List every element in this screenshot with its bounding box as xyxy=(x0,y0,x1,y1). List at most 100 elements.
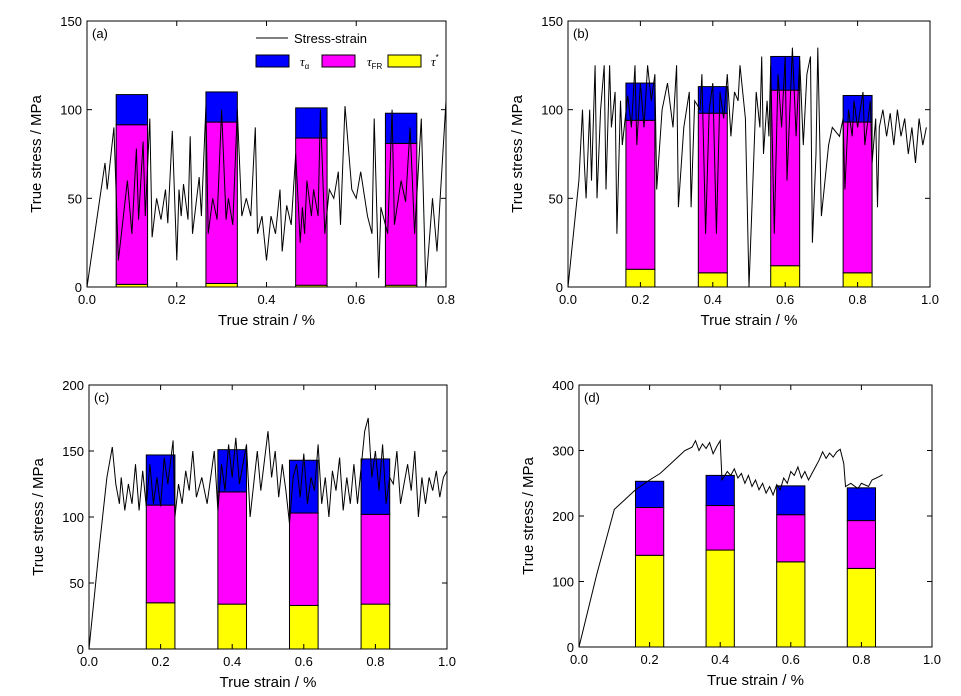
panel-label: (c) xyxy=(94,390,109,405)
x-tick-label: 0.0 xyxy=(78,292,96,307)
x-tick-label: 0.6 xyxy=(347,292,365,307)
x-axis-label: True strain / % xyxy=(707,672,804,689)
y-axis-label: True stress / MPa xyxy=(28,94,45,212)
y-tick-label: 100 xyxy=(552,575,574,590)
bar-tau-fr-2 xyxy=(217,491,248,605)
legend-swatch-tau-a xyxy=(255,54,290,68)
x-tick-label: 0.2 xyxy=(168,292,186,307)
y-tick-label: 0 xyxy=(75,280,82,295)
bar-tau-star-3 xyxy=(776,561,806,648)
bar-tau-star-4 xyxy=(360,603,391,650)
y-tick-label: 150 xyxy=(62,444,84,459)
panel-3: 0.0 0.2 0.4 0.6 0.8 1.0 0 50 100 150 200 True strai… xyxy=(30,378,456,691)
y-tick-label: 200 xyxy=(552,509,574,524)
x-axis-label: True strain / % xyxy=(220,674,317,691)
x-tick-label: 1.0 xyxy=(923,652,941,667)
bar-tau-star-2 xyxy=(705,549,735,648)
bar-tau-a-4 xyxy=(846,487,877,522)
y-tick-label: 0 xyxy=(556,280,563,295)
bar-tau-fr-3 xyxy=(288,512,319,606)
stress-strain-curve xyxy=(89,417,447,649)
x-tick-label: 0.8 xyxy=(852,652,870,667)
x-tick-label: 0.4 xyxy=(223,654,241,669)
bar-tau-star-2 xyxy=(205,282,238,288)
bar-tau-star-2 xyxy=(217,603,248,650)
y-axis-label: True stress / MPa xyxy=(520,456,537,574)
x-tick-label: 1.0 xyxy=(921,292,939,307)
x-tick-label: 0.6 xyxy=(295,654,313,669)
legend: Stress-strain τα τFR τ* xyxy=(255,31,439,71)
x-tick-label: 0.0 xyxy=(559,292,577,307)
x-tick-label: 0.8 xyxy=(437,292,455,307)
y-tick-label: 50 xyxy=(549,191,563,206)
legend-label-tau-fr: τFR xyxy=(367,54,383,71)
x-axis-label: True strain / % xyxy=(218,312,315,329)
legend-label-tau-a: τα xyxy=(300,54,310,71)
x-tick-label: 0.4 xyxy=(711,652,729,667)
x-tick-label: 1.0 xyxy=(438,654,456,669)
y-tick-label: 150 xyxy=(541,14,563,29)
legend-swatch-tau-fr xyxy=(321,54,356,68)
bar-tau-fr-2 xyxy=(705,505,735,551)
legend-swatch-tau-star xyxy=(387,54,422,68)
bar-tau-star-3 xyxy=(288,604,319,650)
x-tick-label: 0.0 xyxy=(80,654,98,669)
x-tick-label: 0.6 xyxy=(782,652,800,667)
y-tick-label: 200 xyxy=(62,378,84,393)
plot-frame xyxy=(578,384,933,648)
panel-1: 0.0 0.2 0.4 0.6 0.8 0 50 100 150 True strain / % T… xyxy=(28,14,455,329)
bar-tau-fr-2 xyxy=(205,121,238,284)
legend-line-label: Stress-strain xyxy=(294,31,367,46)
y-axis-label: True stress / MPa xyxy=(509,94,526,212)
x-tick-label: 0.8 xyxy=(849,292,867,307)
x-tick-label: 0.6 xyxy=(776,292,794,307)
panel-label: (d) xyxy=(584,390,600,405)
y-tick-label: 100 xyxy=(60,103,82,118)
y-tick-label: 400 xyxy=(552,378,574,393)
y-tick-label: 50 xyxy=(70,576,84,591)
bar-tau-star-1 xyxy=(145,602,176,650)
legend-label-tau-star: τ* xyxy=(431,53,439,69)
panel-label: (a) xyxy=(92,26,108,41)
bar-tau-star-1 xyxy=(634,554,665,648)
x-axis-label: True strain / % xyxy=(701,312,798,329)
panel-label: (b) xyxy=(573,26,589,41)
x-tick-label: 0.4 xyxy=(257,292,275,307)
panel-2: 0.0 0.2 0.4 0.6 0.8 1.0 0 50 100 150 True strain /… xyxy=(509,14,939,329)
x-tick-label: 0.0 xyxy=(570,652,588,667)
stress-strain-curve xyxy=(568,47,927,287)
bar-tau-a-4 xyxy=(384,112,418,144)
bar-tau-fr-1 xyxy=(145,504,176,604)
bar-tau-star-4 xyxy=(846,567,877,648)
y-tick-label: 150 xyxy=(60,14,82,29)
bar-tau-a-1 xyxy=(115,94,149,126)
stress-strain-curve xyxy=(87,100,446,287)
bar-tau-a-2 xyxy=(705,474,735,507)
y-tick-label: 0 xyxy=(77,642,84,657)
plot-frame xyxy=(567,20,931,288)
bar-tau-fr-1 xyxy=(634,506,665,556)
bar-tau-a-3 xyxy=(295,107,328,139)
bar-tau-a-1 xyxy=(634,480,665,508)
y-tick-label: 100 xyxy=(541,103,563,118)
y-tick-label: 300 xyxy=(552,444,574,459)
bar-tau-fr-4 xyxy=(360,513,391,605)
bar-tau-fr-4 xyxy=(846,520,877,569)
stress-strain-curve xyxy=(579,439,883,647)
y-tick-label: 50 xyxy=(68,191,82,206)
panel-4: 0.0 0.2 0.4 0.6 0.8 1.0 0 100 200 300 400 True stra… xyxy=(520,378,941,689)
bar-tau-fr-4 xyxy=(842,121,873,274)
x-tick-label: 0.2 xyxy=(152,654,170,669)
plot-frame xyxy=(88,384,448,650)
y-axis-label: True stress / MPa xyxy=(30,457,47,575)
bar-tau-fr-3 xyxy=(776,514,806,563)
bar-tau-fr-1 xyxy=(625,119,656,270)
y-tick-label: 100 xyxy=(62,510,84,525)
x-tick-label: 0.8 xyxy=(366,654,384,669)
bar-tau-a-3 xyxy=(776,485,806,516)
x-tick-label: 0.2 xyxy=(631,292,649,307)
x-tick-label: 0.4 xyxy=(704,292,722,307)
y-tick-label: 0 xyxy=(567,640,574,655)
x-tick-label: 0.2 xyxy=(641,652,659,667)
